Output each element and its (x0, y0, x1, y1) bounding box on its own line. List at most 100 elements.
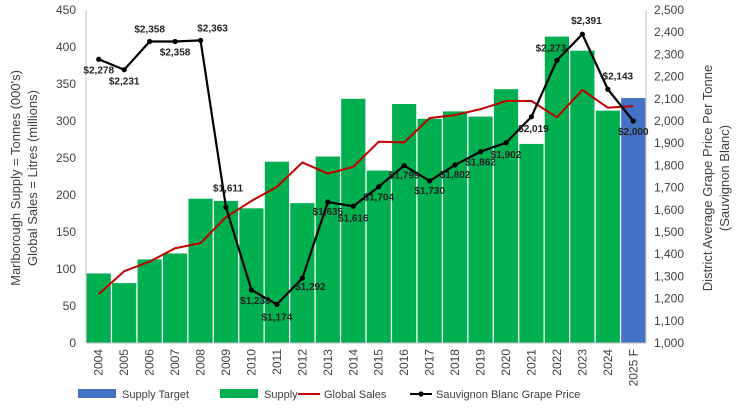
y-left-tick-label: 350 (56, 77, 76, 91)
price-label-2012: $1,292 (295, 282, 326, 293)
price-point-2011 (274, 301, 280, 307)
supply-bar-2018 (443, 111, 468, 343)
price-label-2023: $2,391 (571, 16, 602, 27)
x-tick-label-2006: 2006 (143, 349, 157, 376)
y-right-tick-label: 1,000 (654, 336, 684, 350)
supply-bar-2012 (290, 203, 315, 343)
price-point-2022 (554, 57, 560, 63)
price-label-2007: $2,358 (160, 48, 191, 59)
price-label-2008: $2,363 (197, 23, 228, 34)
x-tick-label-2011: 2011 (270, 349, 284, 375)
ticks-layer: 0 50 100 150 200 250 300 350 400 450 1,000 1,100 1,2… (56, 3, 684, 386)
price-point-2010 (248, 287, 255, 293)
price-label-2017: $1,730 (414, 186, 445, 197)
x-tick-label-2005: 2005 (117, 349, 131, 376)
price-point-2018 (452, 162, 458, 168)
legend-label-supply-target: Supply Target (122, 389, 189, 401)
y-left-tick-label: 450 (56, 3, 76, 17)
price-label-2018: $1,802 (440, 170, 471, 181)
price-point-2012 (299, 275, 305, 281)
legend-marker-sauvignon-blanc-grape-price (418, 391, 424, 397)
supply-bar-2007 (163, 253, 188, 343)
price-label-2019: $1,862 (465, 158, 496, 169)
x-tick-label-2012: 2012 (295, 349, 309, 376)
price-label-2005: $2,231 (109, 77, 140, 88)
supply-bar-2020 (493, 89, 519, 344)
price-line (98, 33, 635, 306)
price-label-2020: $1,902 (491, 150, 522, 161)
y-right-tick-label: 2,200 (654, 70, 684, 84)
supply-bar-2013 (315, 156, 340, 343)
axes-layer (85, 10, 647, 344)
price-label-2009: $1,611 (213, 183, 243, 194)
y-right-tick-label: 2,100 (654, 92, 684, 106)
x-tick-label-2023: 2023 (575, 349, 589, 376)
y-left-tick-label: 200 (56, 188, 76, 202)
y-right-tick-label: 1,100 (654, 314, 684, 328)
legend-label-supply: Supply (264, 389, 298, 401)
x-tick-label-2019: 2019 (474, 349, 488, 376)
supply-bar-2009 (213, 200, 239, 343)
y-right-tick-label: 1,600 (654, 203, 684, 217)
x-tick-label-2007: 2007 (168, 349, 182, 376)
legend-swatch-supply-target (78, 389, 116, 398)
price-point-2025-F (630, 118, 636, 124)
price-point-2007 (172, 38, 178, 45)
y-left-tick-label: 0 (69, 336, 76, 350)
y-right-tick-label: 1,200 (654, 292, 684, 306)
price-label-2022: $2,273 (536, 43, 567, 54)
price-label-2010: $1,239 (240, 296, 271, 307)
y-left-tick-label: 50 (63, 299, 77, 313)
price-point-2009 (223, 204, 229, 210)
legend-label-global-sales: Global Sales (324, 389, 387, 401)
y-axis-left-title-line1: Marlborough Supply = Tonnes (000's) (8, 70, 23, 286)
y-right-tick-label: 1,700 (654, 181, 684, 195)
y-axis-left-title-line2: Global Sales = Litres (millions) (25, 90, 40, 266)
price-point-2017 (427, 178, 433, 184)
price-point-2005 (121, 67, 127, 73)
supply-bar-2023 (570, 50, 595, 343)
x-tick-label-2018: 2018 (448, 349, 462, 376)
price-label-2014: $1,616 (338, 213, 369, 224)
x-tick-label-2013: 2013 (321, 349, 335, 376)
supply-bar-2024 (595, 110, 620, 343)
price-point-2006 (147, 38, 153, 45)
supply-bar-2019 (468, 116, 493, 343)
price-label-2011: $1,174 (262, 312, 293, 323)
y-right-tick-label: 2,300 (654, 47, 684, 61)
y-left-tick-label: 300 (56, 114, 76, 128)
y-left-tick-label: 400 (56, 40, 76, 54)
y-left-tick-label: 150 (56, 225, 76, 239)
supply-bar-2004 (86, 273, 111, 343)
supply-bar-2017 (417, 118, 442, 343)
price-label-2004: $2,278 (83, 65, 114, 76)
x-tick-label-2004: 2004 (92, 349, 106, 376)
legend-swatch-supply (220, 389, 258, 398)
y-right-tick-label: 2,000 (654, 114, 684, 128)
x-tick-label-2017: 2017 (423, 349, 437, 376)
price-label-2024: $2,143 (603, 71, 634, 82)
supply-bar-2008 (188, 198, 213, 343)
price-label-2016: $1,799 (389, 171, 420, 182)
price-point-2008 (197, 37, 204, 44)
x-tick-label-2020: 2020 (499, 349, 513, 376)
price-label-2015: $1,704 (363, 193, 394, 204)
global-sales-line (98, 88, 634, 295)
x-tick-label-2015: 2015 (372, 349, 386, 376)
y-right-tick-label: 2,400 (654, 25, 684, 39)
supply-bar-2010 (239, 208, 264, 343)
price-point-2024 (605, 86, 611, 92)
y-right-tick-label: 1,300 (654, 269, 684, 283)
supply-bar-2014 (341, 98, 366, 343)
y-left-tick-label: 100 (56, 262, 76, 276)
x-tick-label-2016: 2016 (397, 349, 411, 376)
lines-layer (96, 31, 636, 307)
price-point-2014 (350, 203, 356, 209)
price-label-2025-F: $2,000 (618, 127, 649, 138)
price-point-2019 (477, 149, 484, 155)
x-tick-label-2014: 2014 (346, 349, 360, 376)
x-tick-label-2024: 2024 (601, 349, 615, 376)
legend-label-sauvignon-blanc-grape-price: Sauvignon Blanc Grape Price (436, 389, 580, 401)
